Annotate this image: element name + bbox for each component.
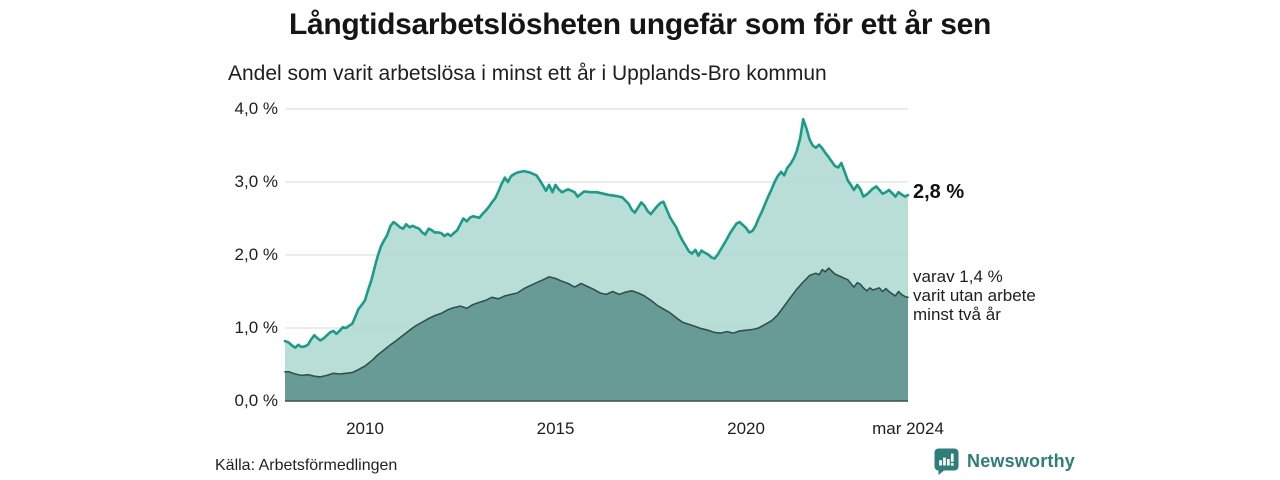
y-tick-label: 3,0 % xyxy=(234,172,278,191)
newsworthy-bubble-chart-icon xyxy=(934,448,959,475)
chart-subtitle: Andel som varit arbetslösa i minst ett å… xyxy=(228,62,827,85)
series-line-1 xyxy=(284,267,909,378)
source-label: Källa: Arbetsförmedlingen xyxy=(215,457,398,474)
y-tick-label: 1,0 % xyxy=(234,318,278,337)
y-tick-label: 4,0 % xyxy=(234,99,278,118)
y-tick-label: 0,0 % xyxy=(234,391,278,410)
latest-value-label: 2,8 % xyxy=(913,181,965,203)
subset-value-label: varav 1,4 % varit utan arbete minst två … xyxy=(913,267,1036,324)
newsworthy-wordmark: Newsworthy xyxy=(967,451,1076,471)
series-line-0 xyxy=(283,117,910,349)
x-tick-label: 2020 xyxy=(727,419,765,438)
series-area-1 xyxy=(285,268,908,401)
newsworthy-logo: Newsworthy xyxy=(934,448,1075,475)
chart-title: Långtidsarbetslösheten ungefär som för e… xyxy=(288,8,992,41)
x-tick-label: mar 2024 xyxy=(872,419,944,438)
x-tick-label: 2010 xyxy=(346,419,384,438)
y-tick-label: 2,0 % xyxy=(234,245,278,264)
x-tick-label: 2015 xyxy=(536,419,575,438)
